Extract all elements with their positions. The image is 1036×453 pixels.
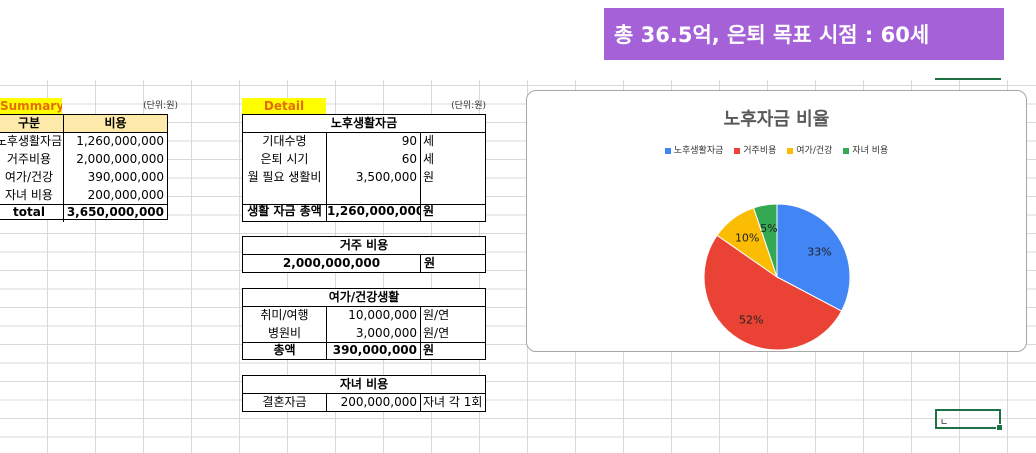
- living-row-value[interactable]: [327, 187, 421, 204]
- column-selection-marker: [935, 78, 1001, 80]
- living-row-unit[interactable]: 세: [423, 152, 435, 166]
- table-row: 병원비 3,000,000 원/연: [243, 325, 485, 343]
- summary-header-cost[interactable]: 비용: [104, 116, 127, 130]
- summary-row-value[interactable]: 2,000,000,000: [76, 152, 164, 166]
- legend-swatch: [787, 147, 794, 154]
- leisure-row-value[interactable]: 10,000,000: [327, 307, 421, 325]
- pie-slice-label: 52%: [739, 313, 763, 326]
- living-row-name[interactable]: 기대수명: [243, 133, 327, 151]
- summary-banner: 총 36.5억, 은퇴 목표 시점 : 60세: [604, 8, 1004, 60]
- living-total-name[interactable]: 생활 자금 총액: [243, 203, 327, 221]
- table-row: 2,000,000,000 원: [243, 255, 485, 273]
- legend-label: 자녀 비용: [852, 146, 889, 156]
- leisure-row-name[interactable]: 취미/여행: [243, 307, 327, 325]
- leisure-row-name[interactable]: 병원비: [243, 325, 327, 342]
- legend-label: 거주비용: [743, 146, 777, 156]
- legend-entry: 자녀 비용: [843, 146, 888, 156]
- leisure-total-value[interactable]: 390,000,000: [327, 342, 421, 360]
- active-cell-text: ㄴ: [940, 418, 949, 428]
- summary-label[interactable]: Summary: [0, 98, 62, 114]
- leisure-table: 여가/건강생활 취미/여행 10,000,000 원/연 병원비 3,000,0…: [242, 288, 486, 360]
- active-cell-cursor[interactable]: [935, 409, 1003, 431]
- summary-total-label[interactable]: total: [0, 204, 64, 222]
- children-row-name[interactable]: 결혼자금: [243, 394, 327, 412]
- summary-unit: (단위:원): [143, 101, 178, 111]
- pie-slice-label: 5%: [760, 222, 777, 235]
- legend-swatch: [664, 147, 671, 154]
- children-title[interactable]: 자녀 비용: [243, 376, 485, 394]
- leisure-total-unit[interactable]: 원: [423, 343, 435, 357]
- living-total-row: 생활 자금 총액 1,260,000,000 원: [243, 203, 485, 221]
- summary-row-value[interactable]: 1,260,000,000: [76, 134, 164, 148]
- housing-value[interactable]: 2,000,000,000: [243, 255, 421, 273]
- leisure-row-unit[interactable]: 원/연: [423, 326, 450, 340]
- living-total-value[interactable]: 1,260,000,000: [327, 203, 421, 221]
- table-row: 노후생활자금 1,260,000,000: [0, 133, 167, 151]
- pie-slice[interactable]: [776, 203, 851, 312]
- pie-chart-container[interactable]: 노후자금 비율 노후생활자금 거주비용 여가/건강 자녀 비용 33% 52% 10…: [526, 90, 1027, 352]
- leisure-row-unit[interactable]: 원/연: [423, 308, 450, 322]
- fill-handle[interactable]: [996, 424, 1003, 431]
- table-row: 월 필요 생활비 3,500,000 원: [243, 169, 485, 187]
- chart-title[interactable]: 노후자금 비율: [723, 109, 830, 130]
- living-row-value[interactable]: 60: [327, 151, 421, 169]
- legend-label: 노후생활자금: [673, 146, 724, 156]
- summary-row-value[interactable]: 390,000,000: [87, 170, 164, 184]
- table-row: 거주비용 2,000,000,000: [0, 151, 167, 169]
- living-row-name[interactable]: 은퇴 시기: [243, 151, 327, 169]
- children-row-value[interactable]: 200,000,000: [327, 394, 421, 412]
- living-row-unit[interactable]: 원: [423, 170, 435, 184]
- summary-row-name[interactable]: 노후생활자금: [0, 133, 64, 151]
- summary-header-category[interactable]: 구분: [0, 115, 64, 132]
- housing-unit[interactable]: 원: [424, 256, 436, 270]
- table-row: 자녀 비용 200,000,000: [0, 187, 167, 205]
- pie-chart[interactable]: 33% 52% 10%5%: [527, 91, 1028, 353]
- living-row-name[interactable]: [243, 187, 327, 204]
- legend-swatch: [843, 147, 850, 154]
- pie-slice[interactable]: [752, 203, 778, 278]
- summary-row-name[interactable]: 여가/건강: [0, 169, 64, 187]
- leisure-row-value[interactable]: 3,000,000: [327, 325, 421, 342]
- legend-entry: 노후생활자금: [664, 146, 724, 156]
- legend-swatch: [734, 147, 741, 154]
- summary-row-value[interactable]: 200,000,000: [87, 188, 164, 202]
- pie-slice[interactable]: [703, 234, 843, 351]
- leisure-title[interactable]: 여가/건강생활: [243, 289, 485, 307]
- detail-label[interactable]: Detail: [242, 98, 326, 114]
- housing-title[interactable]: 거주 비용: [243, 237, 485, 255]
- legend-entry: 거주비용: [734, 146, 776, 156]
- living-expense-table: 노후생활자금 기대수명 90 세 은퇴 시기 60 세 월 필요 생활비 3,5…: [242, 114, 486, 222]
- living-total-unit[interactable]: 원: [423, 204, 435, 218]
- table-row: 취미/여행 10,000,000 원/연: [243, 307, 485, 325]
- summary-row-name[interactable]: 거주비용: [0, 151, 64, 169]
- table-row: 은퇴 시기 60 세: [243, 151, 485, 169]
- leisure-total-row: 총액 390,000,000 원: [243, 342, 485, 360]
- table-row: 여가/건강 390,000,000: [0, 169, 167, 187]
- summary-total-row: total 3,650,000,000: [0, 204, 167, 222]
- living-row-name[interactable]: 월 필요 생활비: [243, 169, 327, 187]
- summary-header-row: 구분 비용: [0, 115, 167, 133]
- table-row: 기대수명 90 세: [243, 133, 485, 151]
- living-row-value[interactable]: 90: [327, 133, 421, 151]
- summary-table: 구분 비용 노후생활자금 1,260,000,000 거주비용 2,000,00…: [0, 114, 168, 222]
- children-table: 자녀 비용 결혼자금 200,000,000 자녀 각 1회: [242, 375, 486, 412]
- table-row: 결혼자금 200,000,000 자녀 각 1회: [243, 394, 485, 412]
- housing-table: 거주 비용 2,000,000,000 원: [242, 236, 486, 273]
- table-row: [243, 187, 485, 205]
- living-row-unit[interactable]: 세: [423, 134, 435, 148]
- leisure-total-name[interactable]: 총액: [243, 342, 327, 360]
- legend-entry: 여가/건강: [787, 146, 832, 156]
- living-expense-title[interactable]: 노후생활자금: [243, 115, 485, 133]
- children-row-unit[interactable]: 자녀 각 1회: [423, 395, 483, 409]
- detail-unit: (단위:원): [451, 101, 486, 111]
- pie-slice-label: 33%: [807, 245, 831, 258]
- pie-slice-label: 10%: [735, 231, 759, 244]
- living-row-value[interactable]: 3,500,000: [327, 169, 421, 187]
- summary-row-name[interactable]: 자녀 비용: [0, 187, 64, 204]
- summary-total-value[interactable]: 3,650,000,000: [66, 205, 164, 219]
- chart-legend[interactable]: 노후생활자금 거주비용 여가/건강 자녀 비용: [527, 143, 1026, 156]
- living-row-unit[interactable]: [423, 187, 485, 204]
- legend-label: 여가/건강: [796, 146, 833, 156]
